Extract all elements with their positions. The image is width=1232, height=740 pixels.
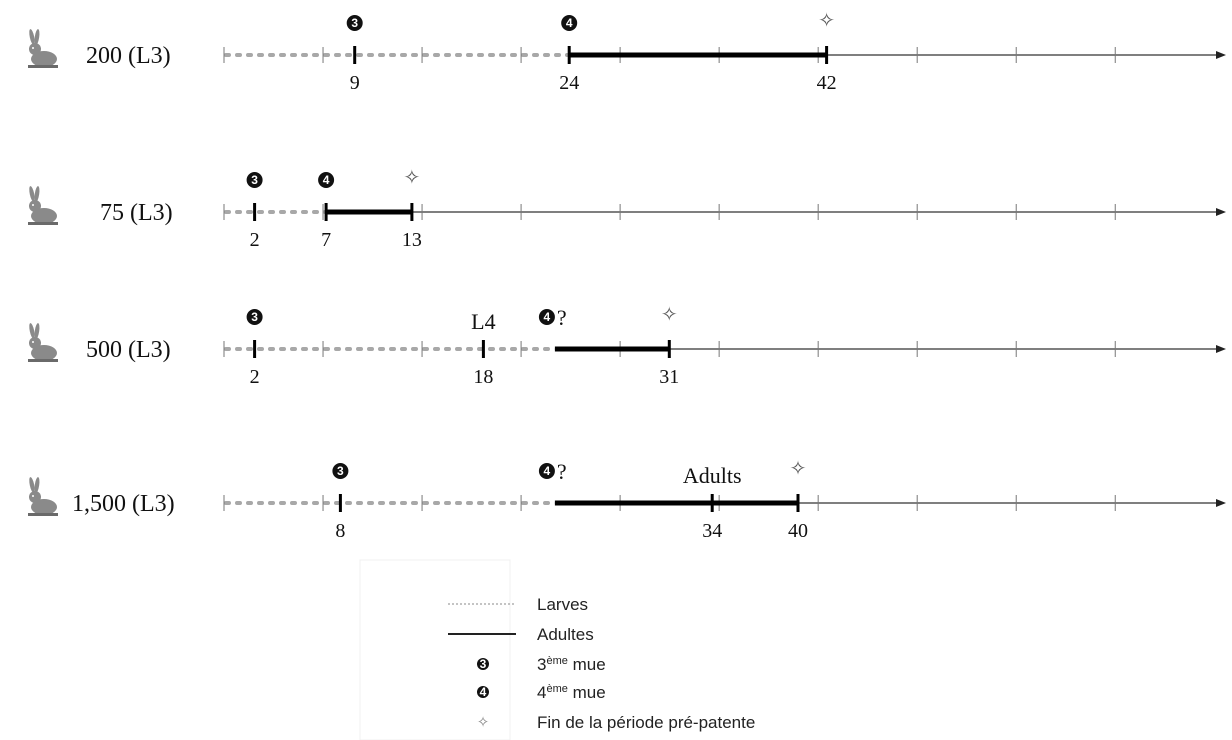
- axis-arrow-icon: [1216, 345, 1226, 353]
- legend-adultes-label: Adultes: [537, 625, 594, 644]
- third-molt-circle: [246, 172, 263, 188]
- value-label: 42: [817, 72, 837, 94]
- third-molt-number: 3: [337, 464, 344, 478]
- legend-end-label: Fin de la période pré-patente: [537, 713, 755, 732]
- end-prepatent-icon: ✧: [661, 304, 678, 326]
- fourth-molt-circle: [561, 15, 578, 31]
- row-label: 500 (L3): [86, 337, 171, 363]
- third-molt-icon: 3: [246, 172, 263, 188]
- svg-text:4: 4: [480, 685, 487, 699]
- third-molt-circle: [246, 309, 263, 325]
- timeline-row: 1,500 (L3)8 34 403 4? ✧Adults: [28, 458, 1226, 542]
- end-prepatent-icon: ✧: [790, 458, 807, 480]
- legend-fourth-molt-icon: 4: [477, 685, 489, 699]
- third-molt-circle: [332, 463, 349, 479]
- legend-third-molt-icon: 3: [477, 657, 489, 671]
- value-label: 34: [702, 520, 722, 542]
- rabbit-icon: [28, 185, 58, 225]
- legend-third-molt-label: 3ème mue: [537, 655, 606, 674]
- row-label: 75 (L3): [100, 200, 173, 226]
- axis-arrow-icon: [1216, 208, 1226, 216]
- rabbit-icon: [28, 322, 58, 362]
- fourth-molt-number: 4: [566, 16, 573, 30]
- axis-arrow-icon: [1216, 499, 1226, 507]
- end-prepatent-icon: ✧: [404, 167, 421, 189]
- stage-annotation: Adults: [683, 463, 742, 488]
- value-label: 24: [559, 72, 579, 94]
- third-molt-number: 3: [251, 310, 258, 324]
- fourth-molt-number: 4: [544, 310, 551, 324]
- legend-end-icon: ✧: [477, 715, 490, 731]
- timeline-row: 75 (L3) 2 7 13 3 4 ✧: [28, 167, 1226, 251]
- fourth-molt-circle: [538, 309, 555, 325]
- third-molt-icon: 3: [332, 463, 349, 479]
- legend: Larves Adultes 3 3ème mue 4 4ème mue ✧ F…: [359, 559, 755, 740]
- legend-fourth-molt-label: 4ème mue: [537, 683, 606, 702]
- rabbit-icon: [28, 28, 58, 68]
- row-label: 200 (L3): [86, 43, 171, 69]
- uncertain-mark: ?: [557, 459, 567, 484]
- value-label: 2: [250, 229, 260, 251]
- third-molt-icon: 3: [246, 309, 263, 325]
- fourth-molt-icon: 4: [318, 172, 335, 188]
- third-molt-circle: [346, 15, 363, 31]
- third-molt-number: 3: [351, 16, 358, 30]
- axis-arrow-icon: [1216, 51, 1226, 59]
- legend-box: [359, 559, 511, 740]
- timeline-row: 500 (L3) 2 18 31 3 4? ✧ L4: [28, 304, 1226, 388]
- third-molt-number: 3: [251, 173, 258, 187]
- value-label: 40: [788, 520, 808, 542]
- value-label: 2: [250, 366, 260, 388]
- fourth-molt-icon: 4?: [538, 459, 567, 484]
- value-label: 13: [402, 229, 422, 251]
- value-label: 31: [659, 366, 679, 388]
- row-label: 1,500 (L3): [72, 491, 175, 517]
- fourth-molt-circle: [318, 172, 335, 188]
- legend-larves-label: Larves: [537, 595, 588, 614]
- fourth-molt-number: 4: [544, 464, 551, 478]
- end-prepatent-icon: ✧: [818, 10, 835, 32]
- fourth-molt-number: 4: [323, 173, 330, 187]
- fourth-molt-icon: 4?: [538, 305, 567, 330]
- rabbit-icon: [28, 476, 58, 516]
- svg-text:3: 3: [480, 657, 487, 671]
- timeline-row: 200 (L3) 9 24 42 3 4 ✧: [28, 10, 1226, 94]
- fourth-molt-circle: [538, 463, 555, 479]
- value-label: 7: [321, 229, 331, 251]
- third-molt-icon: 3: [346, 15, 363, 31]
- fourth-molt-icon: 4: [561, 15, 578, 31]
- value-label: 8: [335, 520, 345, 542]
- value-label: 18: [473, 366, 493, 388]
- uncertain-mark: ?: [557, 305, 567, 330]
- value-label: 9: [350, 72, 360, 94]
- stage-annotation: L4: [471, 309, 495, 334]
